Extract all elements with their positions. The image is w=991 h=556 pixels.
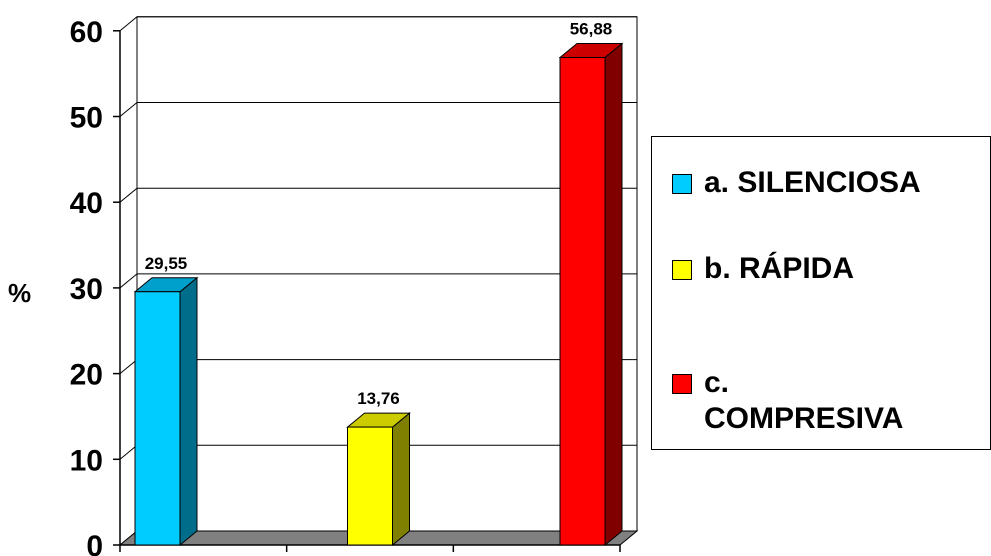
data-label-compresiva: 56,88 [570,20,613,39]
legend-label-silenciosa: a. SILENCIOSA [704,166,921,199]
legend-item-silenciosa: a. SILENCIOSA [672,165,921,201]
plot-area: 0 10 20 30 40 50 60 29,55 13,76 56,88 [70,16,639,556]
data-label-rapida: 13,76 [357,389,400,408]
legend-item-rapida: b. RÁPIDA [672,251,854,287]
bar-silenciosa [134,291,181,546]
data-label-silenciosa: 29,55 [145,254,188,273]
legend-swatch-silenciosa [672,174,692,194]
legend-label-compresiva-line1: c. [704,366,730,399]
legend: a. SILENCIOSA b. RÁPIDA c. COMPRESIVA [651,136,991,450]
legend-label-rapida: b. RÁPIDA [704,252,854,285]
gridline-side [119,359,138,374]
legend-label-compresiva-line2: COMPRESIVA [704,402,904,435]
gridline-side [119,102,138,117]
bar-rapida [347,426,393,546]
y-tick-label: 30 [70,273,103,306]
legend-swatch-compresiva [672,374,692,394]
gridline-side [119,187,138,203]
y-tick-label: 40 [70,187,103,220]
y-tick-label: 0 [86,530,103,556]
y-tick-label: 50 [70,102,103,135]
bar-side-rapida [392,412,410,547]
legend-swatch-rapida [672,260,692,280]
y-tick-label: 60 [70,16,103,49]
bar-side-compresiva [604,42,623,547]
y-axis-label: % [8,278,31,308]
gridline-side [119,16,138,32]
bar-side-silenciosa [179,276,198,547]
y-tick-label: 10 [70,444,103,477]
bar-compresiva [559,57,606,546]
gridline-side [119,273,138,289]
legend-item-compresiva: c. COMPRESIVA [672,365,903,437]
gridline-side [119,444,138,460]
y-tick-label: 20 [70,359,103,392]
